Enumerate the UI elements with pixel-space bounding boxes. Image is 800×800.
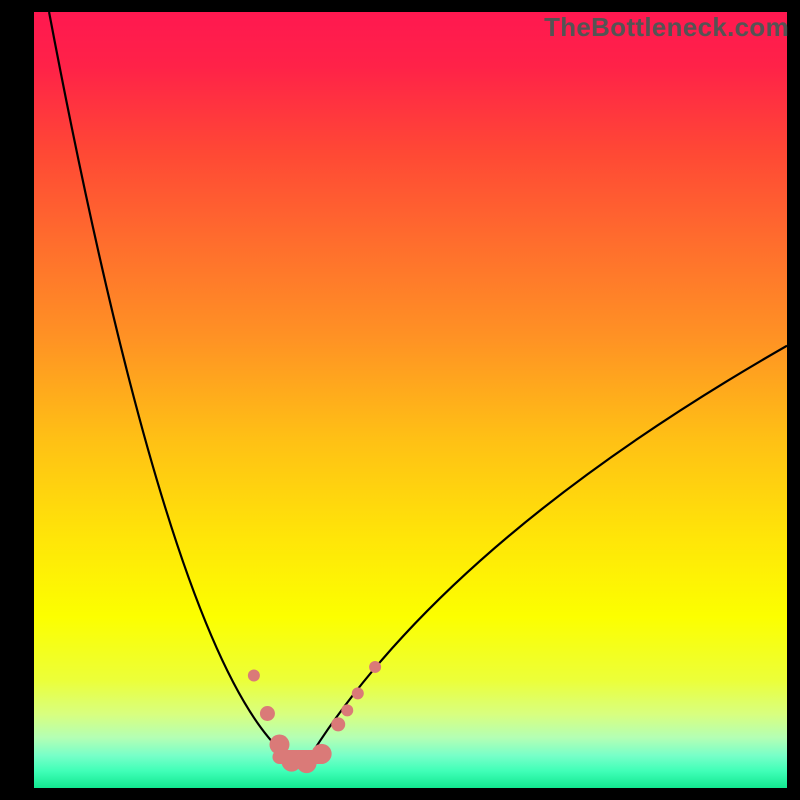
watermark-text: TheBottleneck.com [544, 12, 789, 43]
marker-dot [352, 687, 364, 699]
gradient-background [34, 12, 787, 788]
marker-dot [260, 706, 275, 721]
marker-dot [248, 669, 260, 681]
marker-dot [331, 717, 345, 731]
marker-dot [369, 661, 381, 673]
marker-dot [312, 744, 332, 764]
chart-svg [34, 12, 787, 788]
plot-area [34, 12, 787, 788]
marker-dot [269, 735, 289, 755]
marker-dot [341, 704, 353, 716]
